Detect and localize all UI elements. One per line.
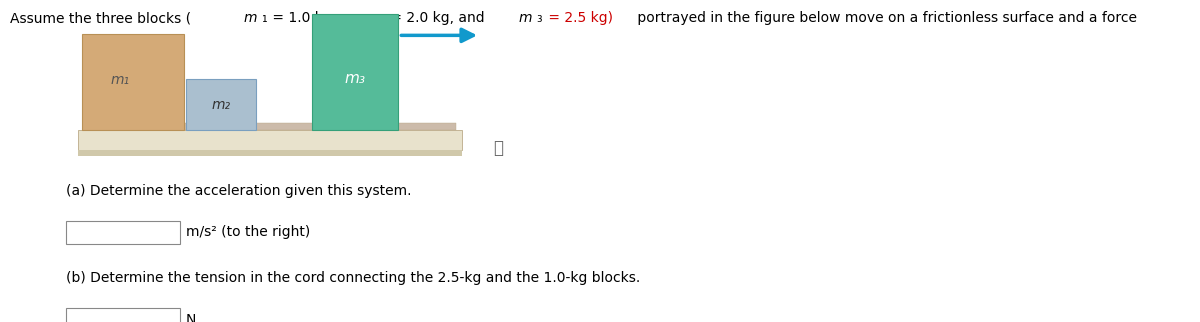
Text: m: m <box>518 11 533 25</box>
Bar <box>84 123 456 130</box>
Bar <box>78 130 462 150</box>
Text: = 2.5 kg): = 2.5 kg) <box>544 11 613 25</box>
Text: (b) Determine the tension in the cord connecting the 2.5-kg and the 1.0-kg block: (b) Determine the tension in the cord co… <box>66 271 641 285</box>
Text: m₃: m₃ <box>344 71 366 86</box>
Text: m: m <box>361 11 376 25</box>
Text: = 2.0 kg, and: = 2.0 kg, and <box>386 11 490 25</box>
Text: N: N <box>186 313 197 322</box>
Bar <box>312 14 398 130</box>
Text: (a) Determine the acceleration given this system.: (a) Determine the acceleration given thi… <box>66 184 412 197</box>
Bar <box>78 150 462 156</box>
Text: ₂: ₂ <box>379 11 384 25</box>
Text: m₂: m₂ <box>211 98 230 112</box>
Bar <box>66 221 180 244</box>
Text: m: m <box>244 11 257 25</box>
Text: = 1.0 kg,: = 1.0 kg, <box>268 11 341 25</box>
Text: ₁: ₁ <box>260 11 266 25</box>
Bar <box>82 34 184 130</box>
Bar <box>186 79 256 130</box>
Text: m₁: m₁ <box>110 73 130 87</box>
Text: F: F <box>433 0 440 3</box>
Text: ₃: ₃ <box>536 11 542 25</box>
Text: m/s² (to the right): m/s² (to the right) <box>186 225 311 239</box>
Text: Assume the three blocks (: Assume the three blocks ( <box>10 11 191 25</box>
Text: portrayed in the figure below move on a frictionless surface and a force: portrayed in the figure below move on a … <box>632 11 1141 25</box>
Text: ⓘ: ⓘ <box>493 139 503 157</box>
Bar <box>66 308 180 322</box>
